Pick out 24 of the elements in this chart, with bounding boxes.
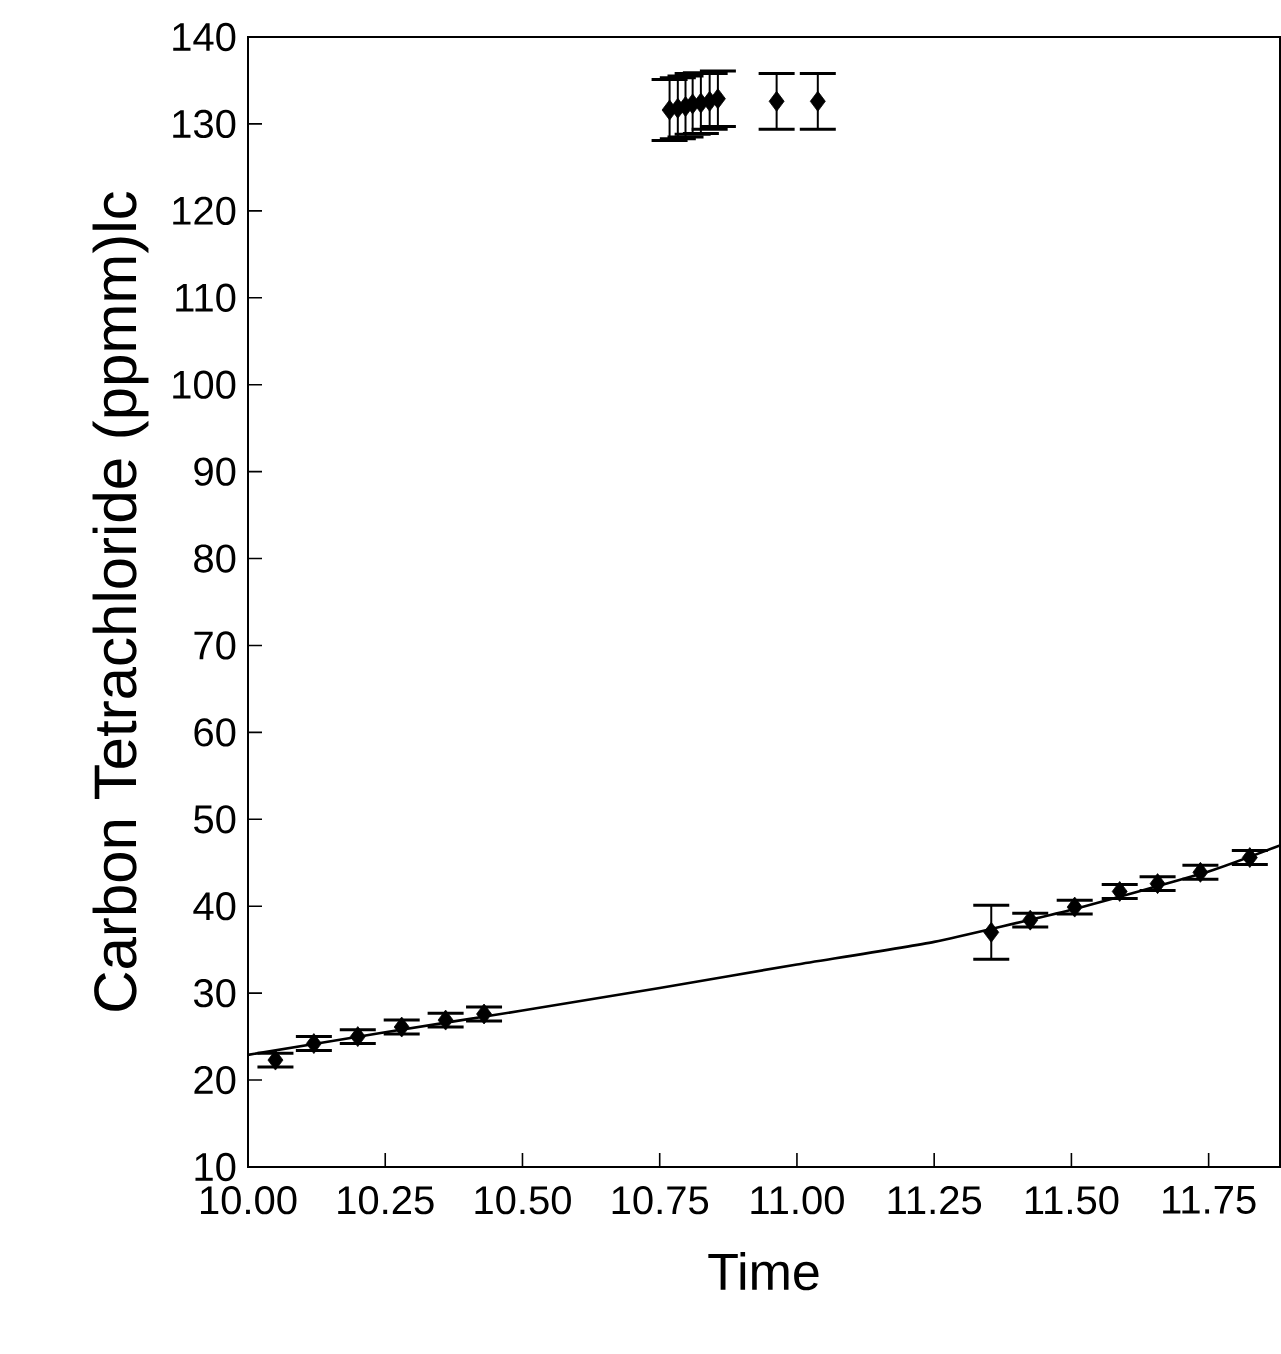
y-tick-label: 90 bbox=[194, 457, 236, 486]
y-tick-label: 40 bbox=[193, 892, 236, 921]
y-tick-label: 140 bbox=[173, 22, 236, 52]
x-axis-title: Time bbox=[708, 1252, 819, 1291]
y-tick-label: 80 bbox=[194, 544, 236, 573]
x-tick-label: 11.75 bbox=[1163, 1186, 1256, 1214]
x-tick-label: 11.25 bbox=[888, 1186, 982, 1215]
y-tick-label: 70 bbox=[194, 631, 236, 660]
x-tick-label: 10.25 bbox=[338, 1186, 434, 1215]
y-tick-label: 10 bbox=[195, 1152, 236, 1182]
y-tick-label: 120 bbox=[173, 196, 236, 225]
x-tick-label: 10.00 bbox=[200, 1186, 297, 1215]
x-tick-label: 10.50 bbox=[475, 1186, 571, 1215]
y-tick-label: 50 bbox=[194, 805, 236, 834]
y-tick-label: 60 bbox=[194, 718, 236, 747]
y-tick-label: 30 bbox=[193, 979, 236, 1008]
y-axis-title: Carbon Tetrachloride (ppmm)lc bbox=[92, 191, 149, 1011]
x-tick-label: 11.00 bbox=[751, 1186, 844, 1215]
y-tick-label: 20 bbox=[194, 1065, 236, 1095]
x-tick-label: 11.50 bbox=[1025, 1186, 1119, 1215]
y-tick-label: 130 bbox=[173, 109, 236, 139]
y-tick-label: 100 bbox=[173, 370, 236, 399]
y-tick-label: 110 bbox=[176, 283, 236, 312]
x-tick-label: 10.75 bbox=[612, 1186, 709, 1215]
